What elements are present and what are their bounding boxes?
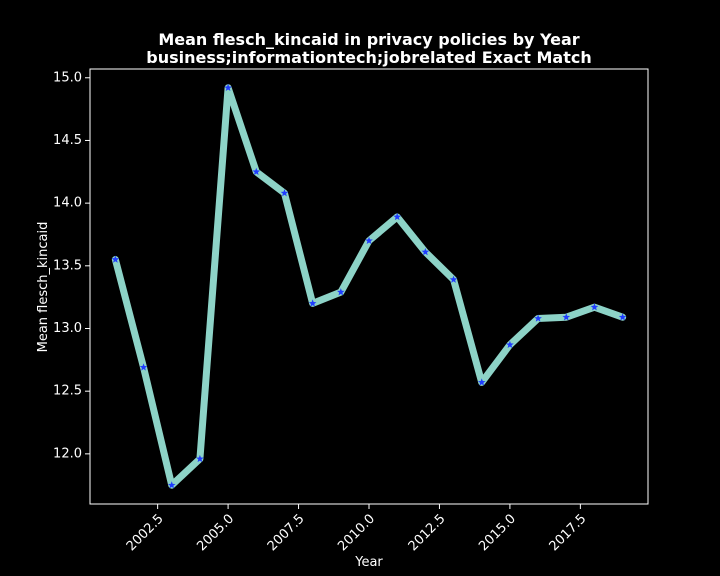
data-point-2010 bbox=[365, 236, 373, 244]
data-point-2006 bbox=[252, 167, 261, 176]
x-axis-label: Year bbox=[354, 555, 383, 570]
data-point-2019 bbox=[618, 313, 627, 321]
data-point-2008 bbox=[308, 299, 317, 307]
data-point-2015 bbox=[506, 340, 514, 349]
data-point-2017 bbox=[562, 313, 571, 321]
y-tick-label: 15.0 bbox=[53, 70, 82, 85]
data-point-2011 bbox=[393, 212, 401, 221]
data-point-2003 bbox=[167, 481, 176, 489]
data-point-2004 bbox=[196, 454, 204, 463]
chart-title-line-2: business;informationtech;jobrelated Exac… bbox=[146, 48, 591, 67]
y-tick-label: 14.5 bbox=[53, 133, 82, 148]
data-point-2013 bbox=[449, 275, 458, 283]
data-point-2012 bbox=[421, 248, 430, 256]
chart-title-line-1: Mean flesch_kincaid in privacy policies … bbox=[158, 30, 579, 49]
data-point-2001 bbox=[111, 255, 120, 263]
y-tick-label: 12.5 bbox=[53, 384, 82, 399]
y-tick-label: 12.0 bbox=[53, 446, 82, 461]
y-tick-label: 14.0 bbox=[53, 196, 82, 211]
data-point-2002 bbox=[139, 363, 148, 371]
data-point-2005 bbox=[224, 83, 232, 92]
data-point-2009 bbox=[337, 288, 345, 296]
data-point-2018 bbox=[590, 303, 599, 311]
plot-area bbox=[111, 83, 627, 489]
data-point-2007 bbox=[280, 189, 289, 197]
y-axis-label: Mean flesch_kincaid bbox=[36, 222, 51, 353]
data-point-2014 bbox=[477, 378, 486, 386]
y-tick-label: 13.0 bbox=[53, 321, 82, 336]
y-tick-label: 13.5 bbox=[53, 258, 82, 273]
data-point-2016 bbox=[534, 314, 542, 322]
y-axis: 12.0 12.5 13.0 13.5 14.0 14.5 15.0 bbox=[53, 70, 90, 461]
